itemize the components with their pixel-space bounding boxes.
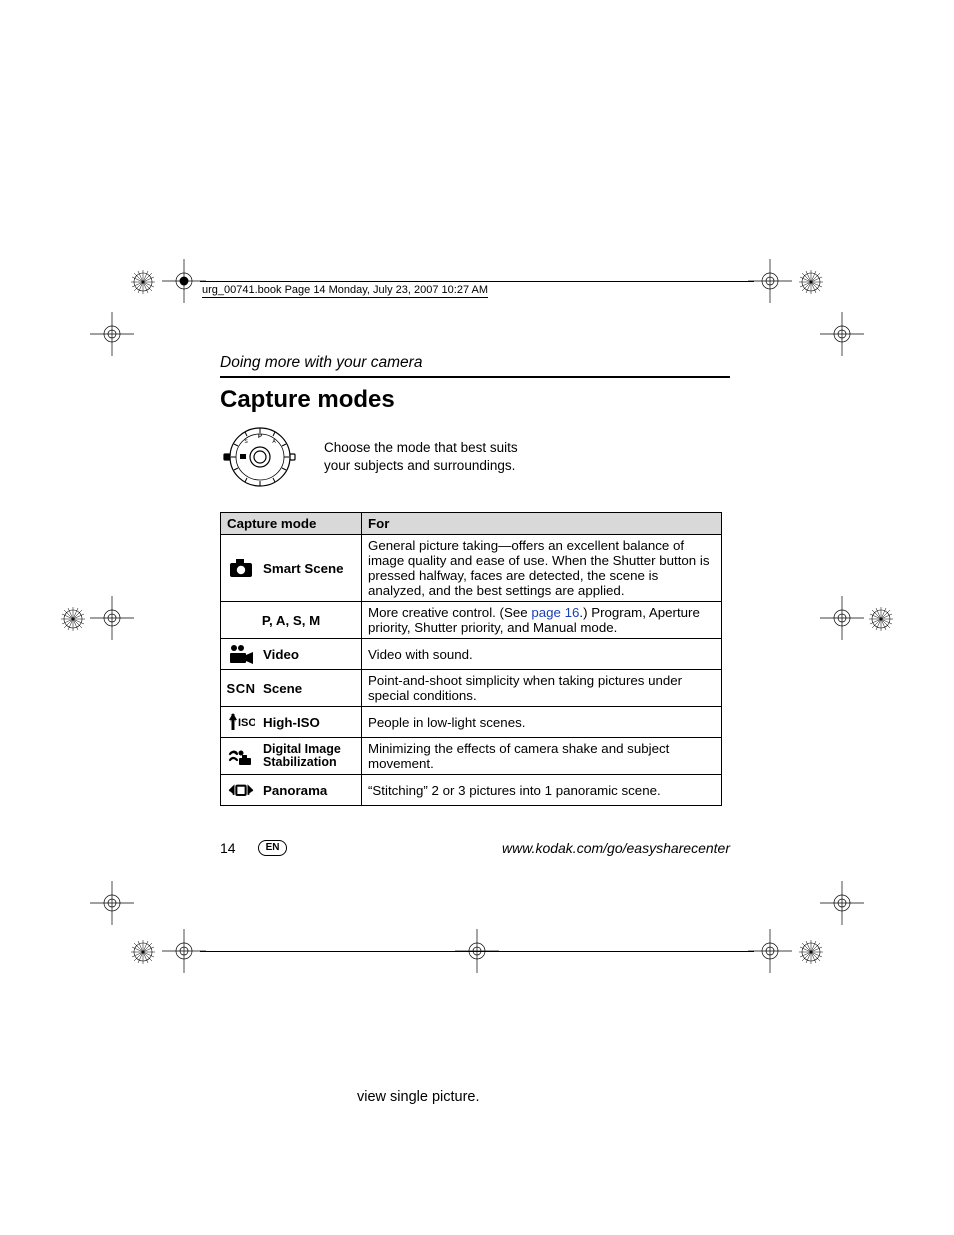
intro-row: P A S Choose the mode that best suits yo…	[220, 424, 730, 490]
crosshair-icon	[90, 881, 134, 925]
table-row: P, A, S, M More creative control. (See pa…	[221, 602, 722, 639]
page-footer: 14 EN www.kodak.com/go/easysharecenter	[220, 840, 730, 856]
regmark-icon	[130, 269, 156, 295]
mode-label: P, A, S, M	[262, 613, 320, 628]
table-row: Panorama “Stitching” 2 or 3 pictures into…	[221, 775, 722, 806]
scn-icon: SCN	[227, 676, 255, 700]
mode-description: Video with sound.	[362, 639, 722, 670]
svg-text:P: P	[258, 434, 262, 440]
regmark-icon	[798, 269, 824, 295]
video-icon	[227, 642, 255, 666]
mode-label: Smart Scene	[263, 561, 344, 576]
mode-description-text: Point-and-shoot simplicity when taking p…	[368, 673, 682, 703]
pano-icon	[227, 778, 255, 802]
page-content: urg_00741.book Page 14 Monday, July 23, …	[220, 280, 730, 856]
footer-url: www.kodak.com/go/easysharecenter	[502, 840, 730, 856]
crosshair-icon	[748, 929, 792, 973]
mode-description: “Stitching” 2 or 3 pictures into 1 panor…	[362, 775, 722, 806]
mode-description: People in low-light scenes.	[362, 707, 722, 738]
mode-description-text: More creative control. (See	[368, 605, 531, 620]
crosshair-icon	[162, 259, 206, 303]
mode-cell: Panorama	[221, 775, 362, 806]
mode-label: Video	[263, 647, 299, 662]
mode-cell: P, A, S, M	[221, 602, 362, 639]
table-row: SCN Scene Point-and-shoot simplicity when …	[221, 670, 722, 707]
regmark-icon	[60, 606, 86, 632]
mode-cell: Video	[221, 639, 362, 670]
regmark-icon	[798, 939, 824, 965]
table-row: ISO High-ISO People in low-light scenes.	[221, 707, 722, 738]
mode-cell: SCN Scene	[221, 670, 362, 707]
mode-label: High-ISO	[263, 715, 320, 730]
section-heading: Doing more with your camera	[220, 354, 730, 372]
mode-label: Scene	[263, 681, 302, 696]
regmark-icon	[868, 606, 894, 632]
language-badge: EN	[258, 840, 288, 856]
mode-label: Panorama	[263, 783, 327, 798]
crosshair-icon	[820, 881, 864, 925]
page-title: Capture modes	[220, 386, 730, 414]
stray-text: view single picture.	[357, 1089, 480, 1105]
crosshair-icon	[90, 596, 134, 640]
mode-description-text: General picture taking—offers an excelle…	[368, 538, 710, 598]
mode-cell: Digital Image Stabilization	[221, 738, 362, 775]
intro-text: Choose the mode that best suits your sub…	[324, 439, 544, 475]
svg-text:ISO: ISO	[238, 717, 255, 729]
crosshair-icon	[162, 929, 206, 973]
mode-description: General picture taking—offers an excelle…	[362, 535, 722, 602]
crosshair-icon	[820, 312, 864, 356]
crosshair-icon	[820, 596, 864, 640]
table-header-mode: Capture mode	[221, 513, 362, 535]
page-number: 14	[220, 840, 236, 856]
page-link[interactable]: page 16	[531, 605, 579, 620]
crosshair-icon	[455, 929, 499, 973]
crosshair-icon	[748, 259, 792, 303]
mode-cell: ISO High-ISO	[221, 707, 362, 738]
mode-description-text: People in low-light scenes.	[368, 715, 525, 730]
camera-icon	[227, 556, 255, 580]
svg-text:S: S	[244, 439, 248, 445]
regmark-icon	[130, 939, 156, 965]
mode-label: Digital Image Stabilization	[263, 743, 355, 769]
crosshair-icon	[90, 312, 134, 356]
table-row: Digital Image Stabilization Minimizing th…	[221, 738, 722, 775]
table-row: Smart Scene General picture taking—offers…	[221, 535, 722, 602]
mode-description-text: Video with sound.	[368, 647, 473, 662]
mode-description: More creative control. (See page 16.) Pr…	[362, 602, 722, 639]
book-header-line: urg_00741.book Page 14 Monday, July 23, …	[202, 284, 488, 298]
mode-dial-icon: P A S	[220, 424, 298, 490]
mode-description: Point-and-shoot simplicity when taking p…	[362, 670, 722, 707]
mode-description-text: Minimizing the effects of camera shake a…	[368, 741, 669, 771]
mode-description-text: “Stitching” 2 or 3 pictures into 1 panor…	[368, 783, 661, 798]
table-row: Video Video with sound.	[221, 639, 722, 670]
mode-description: Minimizing the effects of camera shake a…	[362, 738, 722, 775]
table-header-for: For	[362, 513, 722, 535]
dis-icon	[227, 744, 255, 768]
iso-icon: ISO	[227, 710, 255, 734]
mode-cell: Smart Scene	[221, 535, 362, 602]
capture-modes-table: Capture mode For Smart Scene General pict…	[220, 512, 722, 806]
section-rule	[220, 376, 730, 378]
